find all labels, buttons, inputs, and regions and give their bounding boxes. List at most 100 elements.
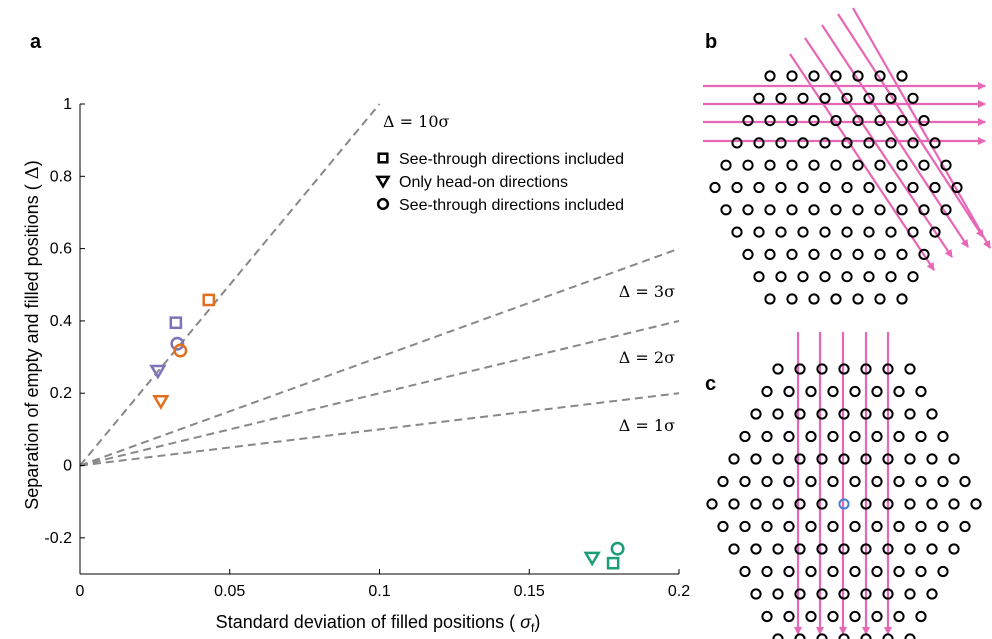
- lattice-dot: [860, 498, 872, 510]
- lattice-dot: [794, 633, 806, 639]
- lattice-dot: [808, 248, 820, 260]
- lattice-dot: [794, 408, 806, 420]
- x-tick-label: 0.05: [214, 583, 245, 600]
- lattice-dot: [794, 588, 806, 600]
- lattice-dot: [863, 137, 875, 149]
- lattice-dot: [838, 588, 850, 600]
- lattice-dot: [838, 453, 850, 465]
- lattice-dot: [783, 565, 795, 578]
- lattice-dot: [970, 498, 982, 510]
- lattice-dot: [882, 588, 894, 600]
- lattice-dot: [904, 363, 916, 375]
- lattice-dot: [893, 520, 905, 533]
- lattice-dot: [753, 137, 765, 149]
- lattice-dot: [885, 271, 897, 283]
- arrow-diagonal: [804, 37, 953, 258]
- lattice-dot: [874, 70, 886, 82]
- lattice-dot: [819, 271, 831, 283]
- arrows-b: [703, 7, 991, 271]
- lattice-dot: [772, 408, 784, 420]
- lattice-dot: [918, 248, 930, 260]
- lattice-dot: [775, 226, 787, 238]
- arrow-diagonal: [821, 24, 969, 248]
- lattice-dot: [750, 543, 762, 555]
- lattice-dot: [863, 92, 875, 104]
- lattice-dot: [761, 565, 773, 578]
- data-point-square: [169, 316, 183, 330]
- data-point-square: [606, 556, 620, 570]
- lattice-dot: [797, 226, 809, 238]
- lattice-dot: [915, 520, 927, 533]
- x-tick-label: 0: [76, 583, 85, 600]
- lattice-dot: [882, 408, 894, 420]
- lattice-dot: [808, 70, 820, 82]
- lattice-dot: [937, 430, 949, 443]
- y-axis-title: Separation of empty and filled positions…: [22, 160, 43, 509]
- reference-line: [79, 247, 680, 467]
- lattice-dot: [841, 181, 853, 194]
- y-tick-label: -0.2: [44, 530, 72, 547]
- lattice-dot: [896, 248, 908, 260]
- lattice-dot: [827, 565, 839, 578]
- lattice-dot: [907, 181, 919, 194]
- lattice-dot: [728, 498, 740, 510]
- lattice-dot: [959, 475, 971, 488]
- lattice-dot: [808, 293, 820, 305]
- y-tick-label: 0.6: [50, 241, 72, 258]
- lattice-dot: [838, 363, 850, 375]
- lattice-dot: [926, 588, 938, 600]
- lattice-dot: [838, 543, 850, 555]
- lattice-dot: [893, 475, 905, 488]
- lattice-dot: [926, 408, 938, 420]
- lattice-dot: [904, 543, 916, 555]
- data-points: [149, 293, 625, 570]
- lattice-c: [706, 332, 982, 639]
- lattice-dot: [838, 408, 850, 420]
- lattice-dot: [742, 159, 754, 171]
- lattice-dot: [750, 453, 762, 465]
- x-tick-label: 0.15: [514, 583, 545, 600]
- reference-line-label: Δ = 1σ: [619, 416, 675, 435]
- lattice-dot: [706, 498, 718, 510]
- lattice-dot: [808, 115, 820, 127]
- lattice-dot: [731, 181, 743, 194]
- lattice-dot: [926, 498, 938, 510]
- lattice-dot: [918, 204, 930, 216]
- lattice-dot: [794, 453, 806, 465]
- lattice-dot: [786, 159, 798, 171]
- y-tick-label: 1: [63, 96, 72, 113]
- lattice-dot: [852, 293, 864, 305]
- lattice-dot: [786, 115, 798, 127]
- lattice-dot: [860, 588, 872, 600]
- lattice-dot: [841, 92, 853, 104]
- lattice-dot: [728, 543, 740, 555]
- lattice-dot: [739, 475, 751, 488]
- data-point-circle: [173, 343, 188, 358]
- lattice-dot: [827, 430, 839, 443]
- lattice-dot: [797, 137, 809, 149]
- lattice-dot: [753, 181, 765, 194]
- lattice-dot: [764, 115, 776, 127]
- lattice-dot: [772, 633, 784, 639]
- lattice-dot: [731, 226, 743, 238]
- lattice-dot: [720, 159, 732, 171]
- lattice-dot: [805, 430, 817, 443]
- lattice-dot: [761, 520, 773, 533]
- lattice-dot: [849, 385, 861, 398]
- lattice-dot: [893, 565, 905, 578]
- lattice-dot: [849, 520, 861, 533]
- lattice-dot: [937, 520, 949, 533]
- data-point-triangle: [152, 395, 170, 410]
- lattice-dot: [805, 385, 817, 398]
- lattice-dot: [794, 363, 806, 375]
- lattice-dot: [761, 475, 773, 488]
- lattice-dot: [794, 543, 806, 555]
- lattice-dot: [863, 181, 875, 194]
- lattice-dot: [893, 610, 905, 623]
- lattice-dot: [918, 115, 930, 127]
- lattice-dot: [915, 565, 927, 578]
- lattice-dot: [959, 520, 971, 533]
- y-tick-label: 0.2: [50, 385, 72, 402]
- y-ticks: -0.2 0 0.2 0.4 0.6 0.8 1: [44, 96, 85, 547]
- chart-a: 0 0.05 0.1 0.15 0.2 -0.2 0 0.2 0.4 0.6 0.8 1 Δ = 1…: [22, 96, 690, 635]
